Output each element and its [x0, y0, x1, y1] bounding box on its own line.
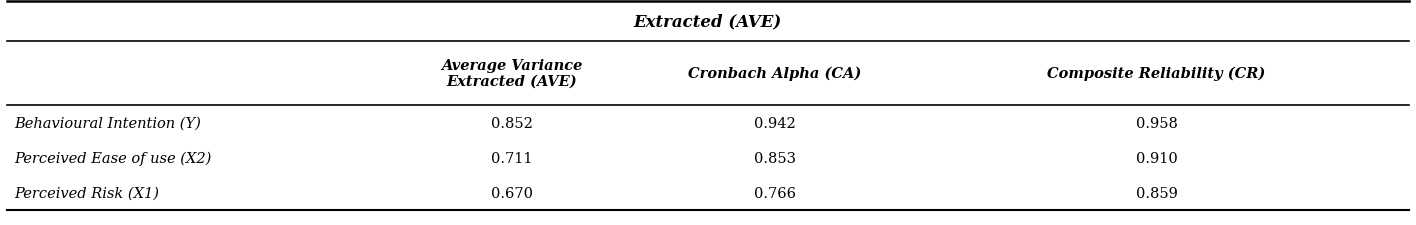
- Text: Behavioural Intention (Y): Behavioural Intention (Y): [14, 116, 201, 130]
- Text: Average Variance
Extracted (AVE): Average Variance Extracted (AVE): [440, 59, 582, 89]
- Text: 0.711: 0.711: [491, 151, 532, 165]
- Text: 0.958: 0.958: [1136, 116, 1178, 130]
- Text: 0.670: 0.670: [491, 186, 532, 200]
- Text: 0.852: 0.852: [491, 116, 532, 130]
- Text: 0.910: 0.910: [1136, 151, 1178, 165]
- Text: 0.942: 0.942: [753, 116, 796, 130]
- Text: Perceived Risk (X1): Perceived Risk (X1): [14, 186, 159, 200]
- Text: 0.766: 0.766: [753, 186, 796, 200]
- Text: 0.859: 0.859: [1136, 186, 1178, 200]
- Text: 0.853: 0.853: [753, 151, 796, 165]
- Text: Composite Reliability (CR): Composite Reliability (CR): [1048, 67, 1266, 81]
- Text: Cronbach Alpha (CA): Cronbach Alpha (CA): [688, 67, 861, 81]
- Text: Extracted (AVE): Extracted (AVE): [634, 14, 782, 30]
- Text: Perceived Ease of use (X2): Perceived Ease of use (X2): [14, 151, 211, 165]
